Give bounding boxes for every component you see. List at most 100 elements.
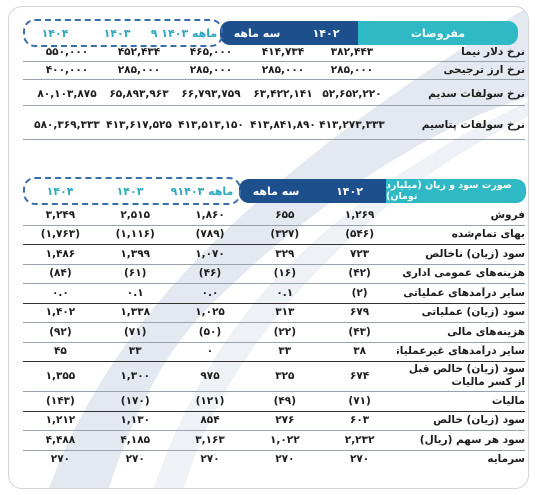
row-divider (23, 105, 525, 106)
report-card: مفروضات ۱۴۰۲ سه ماهه ۹ ماهه ۱۴۰۳ ۱۴۰۳ ۱۴… (8, 6, 529, 489)
cell-value: ۶۵,۸۹۳,۹۶۳ (109, 88, 169, 100)
cell-value: ۹۷۵ (200, 370, 220, 382)
cell-value: ۰.۰ (201, 286, 219, 299)
cell-value: (۴۳) (348, 325, 371, 338)
cell-value: ۵۲,۶۵۲,۲۲۰ (322, 88, 382, 100)
cell-value: ۶۷۹ (349, 306, 370, 319)
cell-value: ۳۳ (128, 345, 142, 358)
income-row: سود (زیان) خالص قبل از کسر مالیات ۶۷۴ ۳۲۵ ۹… (23, 361, 525, 391)
cell-value: ۴۱۳,۲۷۳,۳۳۳ (319, 119, 385, 131)
cell-value: ۱,۳۰۰ (120, 370, 151, 382)
income-row: سود (زیان) خالص ۶۰۳ ۲۷۶ ۸۵۴ ۱,۱۳۰ ۱,۲۱۲ (23, 411, 525, 431)
cell-value: ۲۸۵,۰۰۰ (117, 64, 161, 76)
income-col-9m1403: ۹ماهه ۱۴۰۳ (170, 184, 234, 198)
cell-value: (۴۲) (348, 267, 371, 280)
cell-value: (۱,۷۶۳) (40, 228, 81, 241)
row-label: سود (زیان) خالص قبل از کسر مالیات (408, 363, 525, 388)
assumptions-col-1404: ۱۴۰۴ (41, 26, 69, 40)
row-label: بهای تمام‌شده (451, 228, 525, 241)
cell-value: ۴۱۳,۵۱۳,۱۵۰ (178, 119, 244, 131)
cell-value: (۲۲) (273, 325, 297, 338)
assumptions-col-9m1403: ۹ ماهه ۱۴۰۳ (150, 26, 218, 40)
income-col-3m: سه ماهه (239, 179, 313, 203)
cell-value: ۰.۱ (126, 286, 144, 299)
row-divider (23, 283, 525, 284)
cell-value: ۴۵۲,۴۳۴ (117, 46, 161, 58)
row-divider (23, 430, 525, 431)
cell-value: ۲۷۰ (50, 453, 71, 466)
cell-value: ۸۰,۱۰۳,۸۷۵ (37, 88, 97, 100)
cell-value: ۱,۰۲۵ (195, 306, 225, 319)
cell-value: ۲۷۰ (275, 453, 295, 466)
row-divider (23, 79, 525, 80)
cell-value: ۵۵۰,۰۰۰ (45, 46, 89, 58)
cell-value: ۲۷۰ (200, 453, 220, 466)
income-row: سایر درآمدهای عملیاتی (۲) ۰.۱ ۰.۰ ۰.۱ ۰.۰ (23, 283, 525, 303)
cell-value: ۱,۰۲۲ (269, 433, 300, 446)
cell-value: (۳۲۷) (270, 228, 300, 241)
cell-value: ۲۸۵,۰۰۰ (189, 64, 233, 76)
cell-value: ۲۷۶ (275, 414, 295, 427)
assumptions-forecast-frame (23, 19, 223, 47)
cell-value: ۴,۴۸۸ (45, 433, 76, 446)
cell-value: ۰.۰ (52, 286, 69, 299)
cell-value: (۲) (351, 286, 368, 299)
cell-value: (۶۱) (124, 267, 147, 280)
row-divider (23, 322, 525, 323)
row-label: سود (زیان) خالص (433, 414, 525, 427)
cell-value: ۶۵۵ (275, 208, 295, 221)
cell-value: ۱,۱۳۰ (120, 414, 151, 427)
assumptions-col-1402: ۱۴۰۲ (294, 21, 358, 45)
cell-value: ۴۵ (54, 345, 67, 358)
row-label: فروش (490, 208, 525, 221)
cell-value: (۷۱) (348, 394, 371, 407)
assumptions-title: مفروضات (358, 21, 518, 45)
cell-value: (۵۰) (198, 325, 222, 338)
cell-value: (۱۲۱) (195, 394, 225, 407)
cell-value: ۱,۳۹۹ (120, 247, 151, 260)
cell-value: ۴۶۵,۰۰۰ (189, 46, 233, 58)
income-title: صورت سود و زیان (میلیارد تومان) (386, 179, 526, 203)
assumptions-row: نرخ سولفات پتاسیم ۴۱۳,۲۷۳,۳۳۳ ۴۱۳,۸۴۱,۸۹۰ ۴… (23, 111, 525, 139)
row-divider (23, 410, 525, 412)
cell-value: (۴۶) (198, 267, 222, 280)
cell-value: ۲۷۰ (125, 453, 145, 466)
cell-value: ۰ (206, 345, 214, 358)
cell-value: ۶۰۳ (349, 414, 370, 427)
row-divider (23, 139, 525, 140)
cell-value: ۱,۳۵۵ (45, 370, 76, 382)
cell-value: (۷۸۹) (195, 228, 225, 241)
background-swoosh (49, 7, 528, 488)
cell-value: ۲,۵۱۵ (120, 208, 151, 221)
cell-value: (۱۶) (273, 267, 297, 280)
cell-value: ۴,۱۸۵ (120, 433, 151, 446)
income-forecast-frame (23, 177, 241, 205)
row-label: سود (زیان) عملیاتی (421, 306, 525, 319)
cell-value: ۴۱۳,۸۴۱,۸۹۰ (250, 119, 316, 131)
row-label: سود (زیان) ناخالص (425, 247, 525, 260)
income-row: سایر درآمدهای غیرعملیاتی ۳۸ ۳۳ ۰ ۳۳ ۴۵ (23, 342, 525, 362)
cell-value: ۳۲۹ (275, 247, 295, 260)
cell-value: ۳۸۲,۴۴۳ (330, 46, 374, 58)
cell-value: (۷۱) (124, 325, 147, 338)
row-divider (23, 449, 525, 451)
income-col-1404: ۱۴۰۴ (46, 184, 74, 198)
income-col-1402: ۱۴۰۲ (313, 179, 386, 203)
cell-value: ۲۸۵,۰۰۰ (330, 64, 374, 76)
row-divider (23, 341, 525, 343)
cell-value: ۳۸ (353, 345, 367, 358)
cell-value: ۱,۳۳۸ (120, 306, 151, 319)
row-divider (23, 391, 525, 392)
cell-value: (۱۴۳) (46, 394, 75, 407)
assumptions-row: نرخ سولفات سدیم ۵۲,۶۵۲,۲۲۰ ۶۳,۴۲۲,۱۴۱ ۶۶,۷۹… (23, 83, 525, 105)
cell-value: (۵۴۶) (345, 228, 375, 241)
cell-value: ۱,۲۱۲ (45, 414, 76, 427)
row-label: سرمایه (487, 453, 525, 466)
cell-value: ۶۷۴ (349, 370, 370, 382)
cell-value: ۵۸۰,۳۶۹,۳۳۳ (34, 119, 100, 131)
cell-value: ۴۱۴,۷۳۴ (261, 46, 305, 58)
cell-value: ۱,۰۷۰ (195, 247, 225, 260)
row-label: مالیات (491, 394, 525, 407)
assumptions-col-1403: ۱۴۰۳ (103, 26, 131, 40)
row-label: نرخ ارز ترجیحی (443, 64, 525, 76)
